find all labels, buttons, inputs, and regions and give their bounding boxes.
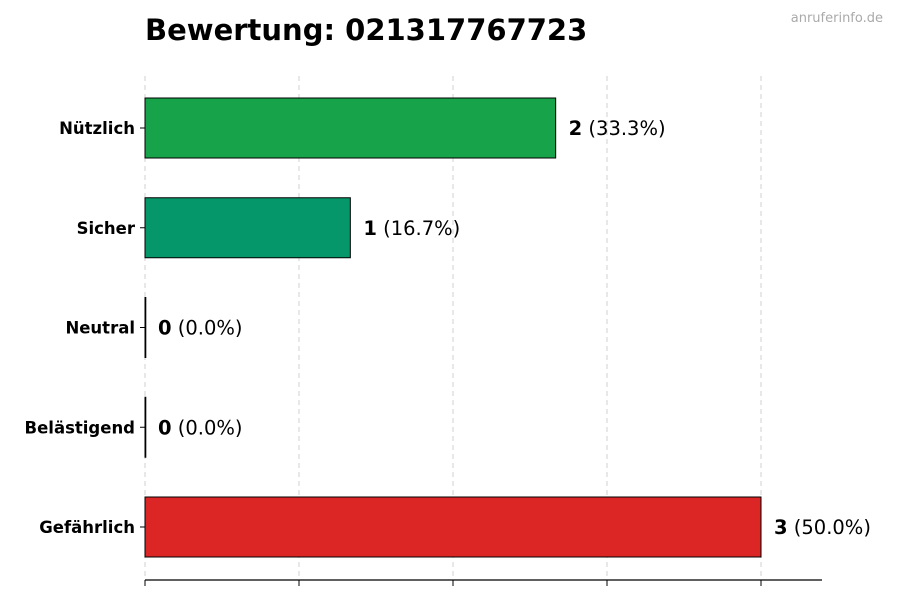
data-label-count: 2	[569, 117, 583, 140]
bar	[144, 197, 351, 259]
data-label-percent: (16.7%)	[377, 217, 460, 240]
bar	[144, 496, 762, 558]
category-label: Belästigend	[25, 418, 135, 437]
data-label-percent: (33.3%)	[582, 117, 665, 140]
data-label-count: 0	[158, 416, 172, 439]
watermark: anruferinfo.de	[791, 11, 883, 26]
labels: Nützlich 2 (33.3%) Sicher 1 (16.7%) Neutral 0…	[25, 117, 871, 539]
axes	[140, 127, 822, 586]
data-label-percent: (0.0%)	[172, 317, 243, 340]
data-label: 2 (33.3%)	[569, 117, 666, 140]
data-label: 3 (50.0%)	[774, 516, 871, 539]
data-label-count: 0	[158, 317, 172, 340]
bar	[144, 396, 147, 458]
data-label: 0 (0.0%)	[158, 317, 243, 340]
chart-title: Bewertung: 021317767723	[145, 13, 587, 47]
data-label-count: 3	[774, 516, 788, 539]
data-label: 0 (0.0%)	[158, 416, 243, 439]
data-label-percent: (0.0%)	[172, 416, 243, 439]
data-label-count: 1	[363, 217, 377, 240]
bar	[144, 297, 147, 358]
category-label: Gefährlich	[39, 518, 135, 537]
bar	[144, 97, 557, 159]
bars	[144, 97, 762, 558]
data-label: 1 (16.7%)	[363, 217, 460, 240]
category-label: Neutral	[65, 319, 135, 338]
category-label: Nützlich	[59, 119, 135, 138]
data-label-percent: (50.0%)	[788, 516, 871, 539]
category-label: Sicher	[77, 219, 136, 238]
